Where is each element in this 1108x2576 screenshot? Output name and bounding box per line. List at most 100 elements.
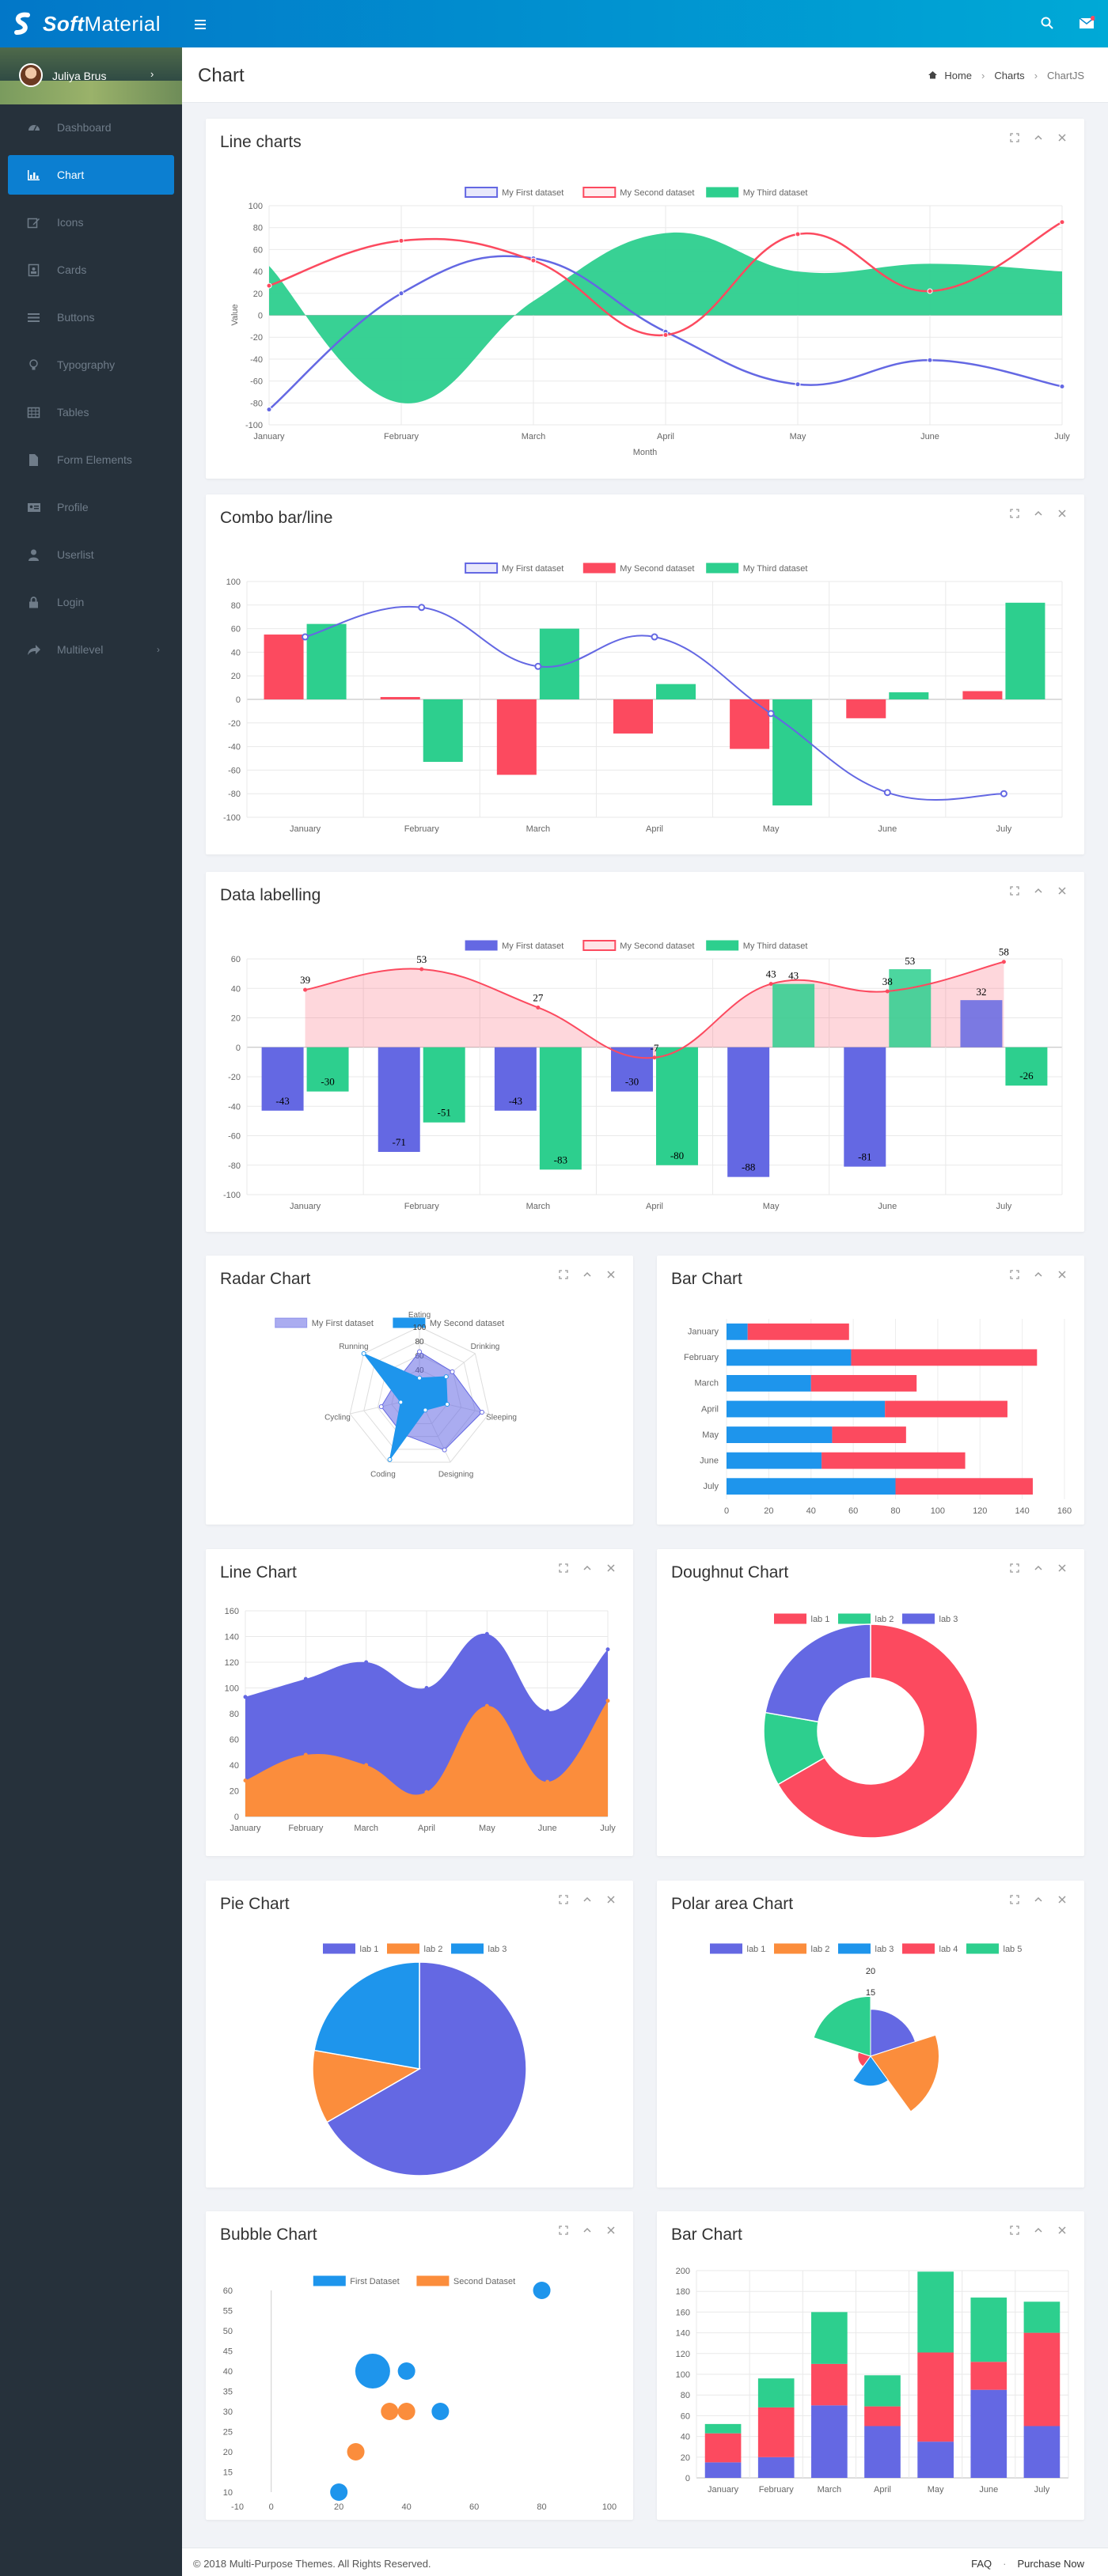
data-point — [398, 1400, 404, 1405]
y-tick-label: -20 — [228, 719, 241, 729]
data-point — [445, 1402, 450, 1407]
close-icon[interactable] — [605, 1562, 617, 1574]
bar — [730, 699, 770, 749]
y-tick-label: 100 — [225, 1684, 239, 1694]
bar — [539, 628, 579, 699]
sidebar-item-dashboard[interactable]: Dashboard — [8, 108, 174, 147]
close-icon[interactable] — [1056, 885, 1068, 897]
purchase-link[interactable]: Purchase Now — [1017, 2558, 1084, 2570]
radar-axis-label: Running — [339, 1343, 368, 1351]
close-icon[interactable] — [1056, 1268, 1068, 1281]
data-point — [652, 1055, 657, 1060]
close-icon[interactable] — [1056, 1893, 1068, 1906]
close-icon[interactable] — [605, 1268, 617, 1281]
collapse-icon[interactable] — [581, 1562, 594, 1574]
x-tick-label: February — [404, 824, 440, 834]
expand-icon[interactable] — [1008, 885, 1021, 897]
sidebar-item-login[interactable]: Login — [8, 582, 174, 622]
collapse-icon[interactable] — [581, 2224, 594, 2237]
expand-icon[interactable] — [557, 1268, 570, 1281]
collapse-icon[interactable] — [1032, 1562, 1045, 1574]
close-icon[interactable] — [1056, 2224, 1068, 2237]
bar — [727, 1452, 822, 1469]
search-icon[interactable] — [1037, 13, 1057, 33]
expand-icon[interactable] — [557, 1562, 570, 1574]
x-tick-label: 120 — [973, 1506, 987, 1516]
user-panel[interactable]: Juliya Brus › — [0, 47, 182, 104]
close-icon[interactable] — [1056, 507, 1068, 520]
expand-icon[interactable] — [1008, 1893, 1021, 1906]
x-tick-label: -10 — [231, 2502, 244, 2512]
x-tick-label: May — [928, 2485, 944, 2495]
hamburger-icon[interactable] — [195, 17, 206, 33]
y-tick-label: 25 — [223, 2428, 233, 2438]
legend-label: lab 2 — [875, 1615, 894, 1624]
close-icon[interactable] — [1056, 1562, 1068, 1574]
sidebar-item-buttons[interactable]: Buttons — [8, 297, 174, 337]
chart-labelling: My First dataset My Second dataset My Thir… — [223, 940, 1063, 1211]
avatar[interactable] — [19, 63, 43, 87]
sidebar-item-userlist[interactable]: Userlist — [8, 535, 174, 574]
y-tick-label: -20 — [250, 333, 263, 343]
footer-separator: · — [1003, 2558, 1007, 2570]
data-point — [303, 1676, 308, 1681]
bar — [264, 635, 304, 699]
data-label: 53 — [905, 955, 915, 967]
legend-label: My First dataset — [502, 188, 563, 198]
collapse-icon[interactable] — [581, 1268, 594, 1281]
collapse-icon[interactable] — [1032, 1893, 1045, 1906]
x-axis-title: Month — [633, 448, 658, 457]
expand-icon[interactable] — [1008, 1268, 1021, 1281]
data-label: 32 — [976, 986, 986, 998]
expand-icon[interactable] — [1008, 131, 1021, 144]
sidebar-item-multilevel[interactable]: Multilevel › — [8, 630, 174, 669]
sidebar-item-form-elements[interactable]: Form Elements — [8, 440, 174, 479]
data-point — [605, 1699, 610, 1703]
expand-icon[interactable] — [1008, 2224, 1021, 2237]
sidebar-item-chart[interactable]: Chart — [8, 155, 174, 195]
x-tick-label: 40 — [402, 2502, 412, 2512]
legend-label: My Third dataset — [743, 564, 808, 574]
sidebar-item-typography[interactable]: Typography — [8, 345, 174, 385]
sidebar-item-profile[interactable]: Profile — [8, 487, 174, 527]
data-label: 38 — [882, 975, 893, 987]
series-area-my-second-dataset — [305, 961, 1004, 1059]
bar — [917, 2271, 954, 2353]
envelope-icon[interactable] — [1076, 13, 1097, 33]
chevron-right-icon[interactable]: › — [150, 68, 154, 80]
card-stacked: Bar Chart 200 180 160 140 120 100 80 60 40 20 0 Janu… — [657, 2211, 1084, 2520]
expand-icon[interactable] — [557, 1893, 570, 1906]
collapse-icon[interactable] — [1032, 131, 1045, 144]
sidebar-item-label: Cards — [57, 263, 87, 276]
page-title: Chart — [198, 65, 245, 86]
collapse-icon[interactable] — [581, 1893, 594, 1906]
brand[interactable]: SoftMaterial — [11, 11, 161, 36]
expand-icon[interactable] — [557, 2224, 570, 2237]
y-tick-label: 60 — [231, 625, 241, 635]
y-tick-label: May — [702, 1430, 719, 1440]
bar — [757, 2407, 795, 2457]
user-name: Juliya Brus — [52, 70, 107, 82]
faq-link[interactable]: FAQ — [971, 2558, 992, 2570]
y-tick-label: 55 — [223, 2307, 233, 2317]
close-icon[interactable] — [605, 1893, 617, 1906]
collapse-icon[interactable] — [1032, 507, 1045, 520]
sidebar-item-label: Typography — [57, 358, 116, 371]
data-point — [1059, 384, 1065, 390]
close-icon[interactable] — [1056, 131, 1068, 144]
expand-icon[interactable] — [1008, 507, 1021, 520]
radar-ring — [363, 1340, 476, 1450]
close-icon[interactable] — [605, 2224, 617, 2237]
x-tick-label: 60 — [469, 2502, 479, 2512]
sidebar-item-icons[interactable]: Icons — [8, 203, 174, 242]
collapse-icon[interactable] — [1032, 2224, 1045, 2237]
collapse-icon[interactable] — [1032, 885, 1045, 897]
sidebar-item-tables[interactable]: Tables — [8, 392, 174, 432]
radar-axis-label: Eating — [408, 1311, 431, 1320]
expand-icon[interactable] — [1008, 1562, 1021, 1574]
breadcrumb-charts[interactable]: Charts — [994, 70, 1025, 81]
breadcrumb-home[interactable]: Home — [944, 70, 973, 81]
collapse-icon[interactable] — [1032, 1268, 1045, 1281]
sidebar-item-cards[interactable]: Cards — [8, 250, 174, 290]
